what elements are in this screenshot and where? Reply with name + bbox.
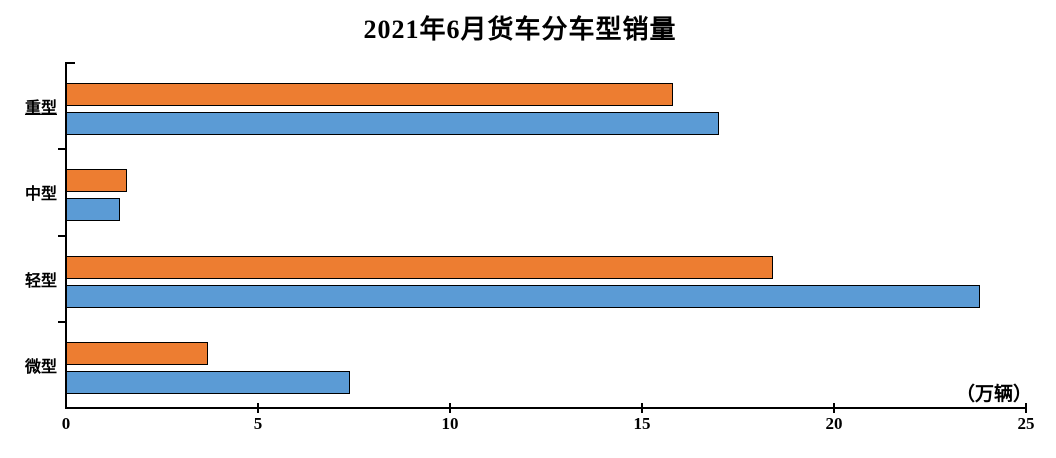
chart-title: 2021年6月货车分车型销量 — [363, 15, 677, 44]
y-axis-category-label-2: 轻型 — [24, 272, 57, 290]
y-axis-tick — [58, 234, 66, 237]
x-axis-tick-label-1: 5 — [253, 414, 263, 433]
y-axis-category-label-3: 微型 — [24, 358, 57, 376]
bar-orange-3 — [66, 341, 209, 365]
x-axis-tick — [1025, 403, 1027, 413]
x-axis-tick-label-5: 25 — [1017, 414, 1035, 433]
y-axis-tick — [58, 148, 66, 151]
x-axis-tick-label-0: 0 — [61, 414, 71, 433]
x-axis-tick — [833, 403, 835, 413]
x-axis-tick-label-3: 15 — [633, 414, 651, 433]
bar-blue-1 — [66, 198, 120, 222]
x-axis-tick — [449, 403, 451, 413]
x-axis-tick-label-2: 10 — [441, 414, 459, 433]
y-axis-top-tick — [66, 62, 75, 64]
y-axis-category-label-1: 中型 — [24, 186, 57, 204]
bar-orange-0 — [66, 83, 673, 106]
bar-blue-2 — [66, 284, 980, 308]
x-axis-line — [65, 407, 1027, 409]
bar-orange-1 — [66, 169, 128, 193]
bar-orange-2 — [66, 255, 773, 279]
bar-blue-0 — [66, 112, 719, 135]
x-axis-unit-label: （万辆） — [955, 384, 1032, 405]
bar-blue-3 — [66, 370, 351, 394]
y-axis-line — [65, 62, 67, 409]
x-axis-tick — [641, 403, 643, 413]
x-axis-tick-label-4: 20 — [825, 414, 843, 433]
x-axis-tick — [257, 403, 259, 413]
y-axis-category-label-0: 重型 — [24, 100, 57, 117]
y-axis-tick — [58, 320, 66, 323]
